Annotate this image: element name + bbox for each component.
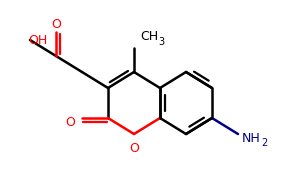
Text: 3: 3	[158, 37, 164, 47]
Text: O: O	[51, 18, 61, 30]
Text: OH: OH	[28, 33, 48, 46]
Text: NH: NH	[242, 132, 261, 145]
Text: O: O	[129, 142, 139, 154]
Text: O: O	[65, 115, 75, 129]
Text: 2: 2	[261, 138, 267, 148]
Text: CH: CH	[140, 30, 158, 43]
